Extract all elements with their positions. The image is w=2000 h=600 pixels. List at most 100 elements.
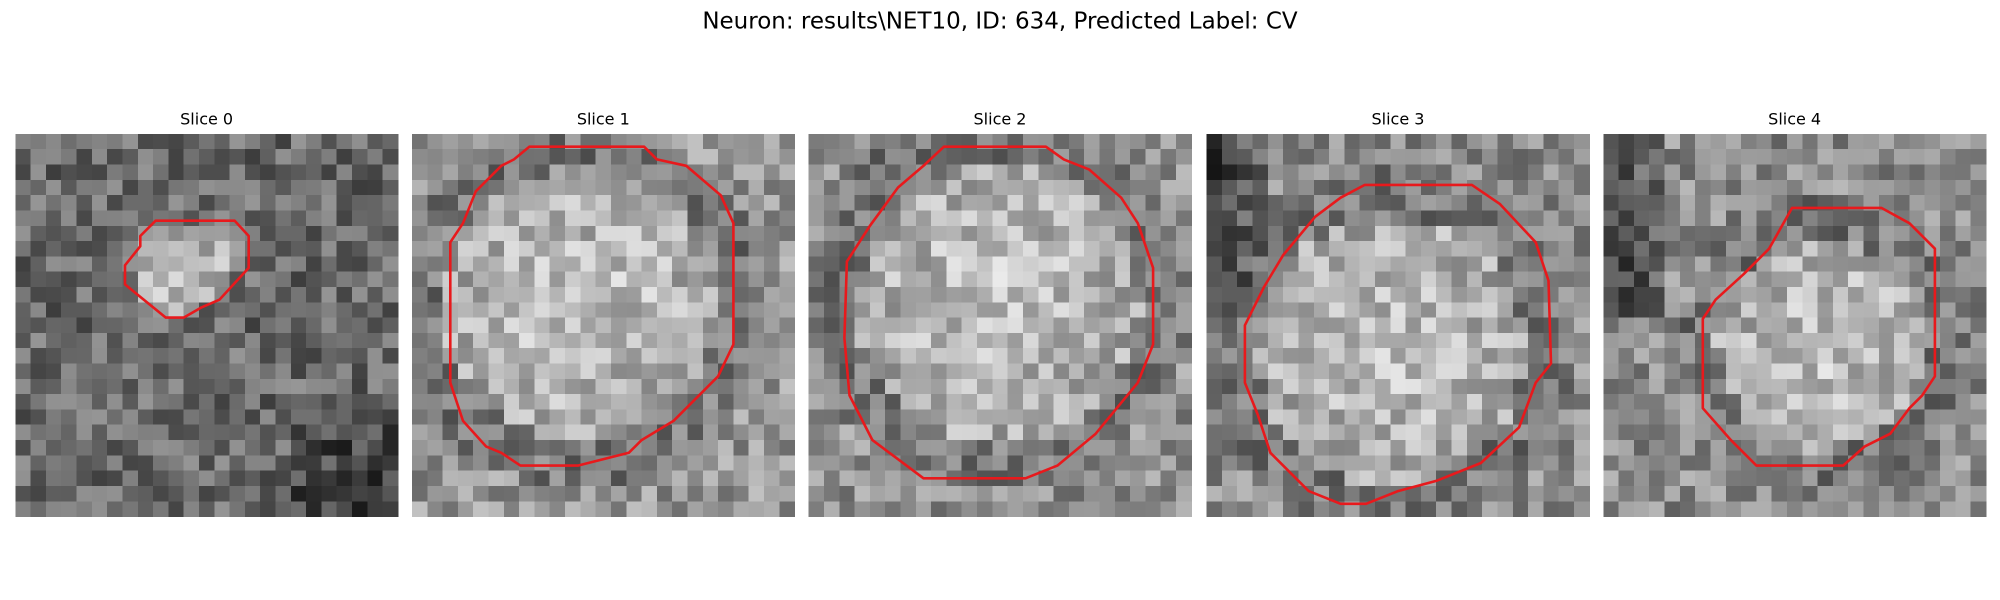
pixel [580,241,597,257]
pixel [1221,363,1238,380]
pixel [1206,455,1223,472]
pixel [1832,332,1849,349]
pixel [1267,195,1284,212]
pixel [1894,332,1911,349]
pixel [1267,394,1284,411]
pixel [1099,210,1116,227]
pixel [244,394,261,411]
pixel [61,317,78,334]
pixel [1955,378,1972,395]
pixel [488,241,505,257]
pixel [519,394,536,411]
pixel [442,424,459,441]
pixel [808,133,825,150]
pixel [1940,256,1956,273]
pixel [915,501,932,518]
pixel [1786,225,1803,242]
pixel [1543,302,1560,319]
pixel [1451,348,1468,365]
pixel [457,501,474,518]
pixel [91,363,108,380]
pixel [1344,363,1361,380]
pixel [1695,179,1712,196]
pixel [183,378,200,395]
pixel [1955,241,1972,257]
pixel [306,302,323,319]
pixel [748,256,765,273]
pixel [946,179,963,196]
pixel [1679,348,1696,365]
pixel [1451,363,1468,380]
pixel [122,332,139,349]
pixel [1160,424,1177,441]
pixel [1329,455,1345,472]
pixel [580,179,597,196]
pixel [137,195,154,212]
pixel [1252,271,1269,288]
pixel [1313,317,1330,334]
pixel [367,133,384,150]
pixel [244,164,261,181]
pixel [1543,241,1560,257]
pixel [1221,149,1238,166]
pixel [473,302,490,319]
pixel [1022,424,1039,441]
pixel [137,332,154,349]
pixel [503,440,520,456]
pixel [1160,133,1177,150]
pixel [626,332,643,349]
pixel [260,195,277,212]
pixel [1725,363,1742,380]
pixel [1451,424,1468,441]
pixel [1955,195,1972,212]
pixel [580,378,597,395]
pixel [961,225,978,242]
pixel [1832,225,1849,242]
pixel [1160,256,1177,273]
pixel [1802,225,1819,242]
pixel [1771,394,1788,411]
pixel [1618,470,1635,487]
pixel [1482,394,1499,411]
pixel [764,271,780,288]
pixel [1664,195,1681,212]
pixel [1283,470,1300,487]
pixel [1298,363,1315,380]
pixel [1145,195,1162,212]
pixel [519,409,536,426]
pixel [733,179,750,196]
pixel [1099,286,1116,303]
pixel [915,256,932,273]
pixel [306,225,323,242]
pixel [1940,286,1956,303]
pixel [1756,332,1773,349]
pixel [1451,271,1468,288]
pixel [411,470,428,487]
pixel [1878,256,1895,273]
pixel [1543,485,1560,502]
pixel [473,133,490,150]
pixel [1817,394,1834,411]
pixel [839,225,856,242]
pixel [473,256,490,273]
pixel [1053,225,1070,242]
pixel [30,378,47,395]
pixel [519,455,536,472]
pixel [1068,363,1085,380]
pixel [214,332,231,349]
pixel [1084,501,1101,518]
pixel [153,378,169,395]
pixel [1771,470,1788,487]
pixel [1068,302,1085,319]
pixel [946,348,963,365]
pixel [1130,241,1147,257]
pixel [1420,348,1437,365]
pixel [1649,440,1666,456]
pixel [1878,286,1895,303]
pixel [229,317,246,334]
pixel [503,302,520,319]
pixel [503,332,520,349]
pixel [76,348,93,365]
pixel [153,455,169,472]
pixel [275,195,292,212]
